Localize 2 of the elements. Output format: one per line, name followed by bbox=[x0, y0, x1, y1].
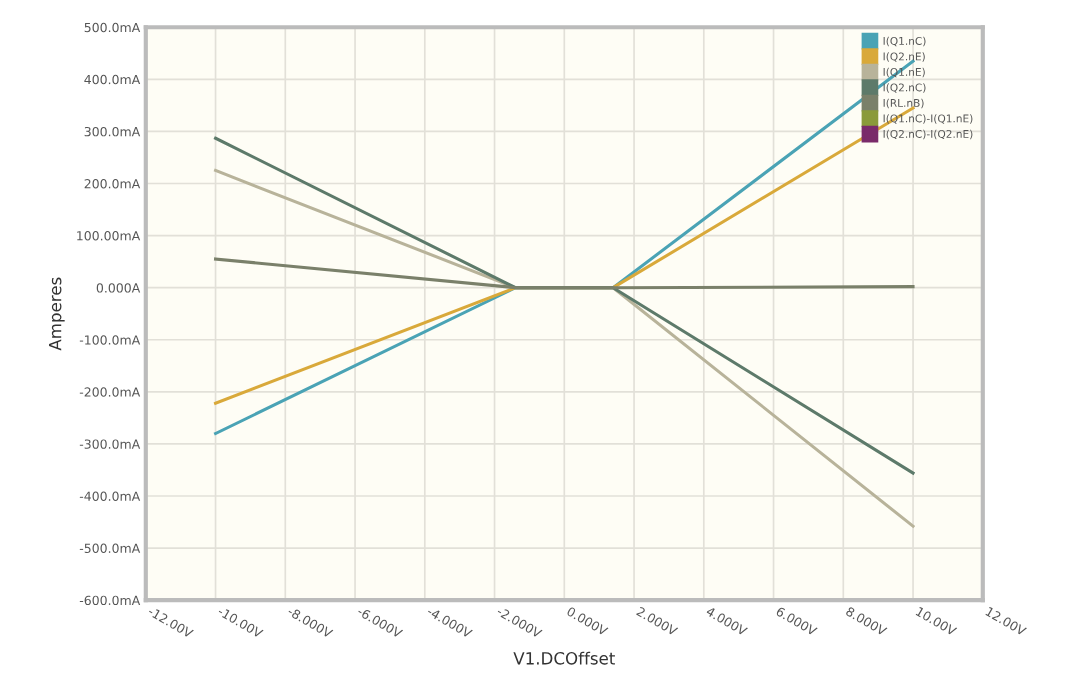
x-axis-title: V1.DCOffset bbox=[513, 651, 615, 665]
y-axis-title: Amperes bbox=[49, 277, 65, 351]
